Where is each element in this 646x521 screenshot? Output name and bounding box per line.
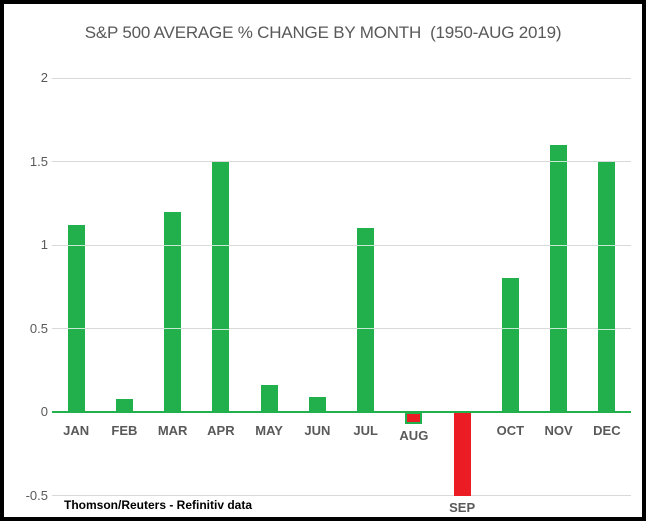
bar-gridline-dash: [357, 328, 375, 330]
y-axis-tick-2: 2: [40, 70, 48, 85]
y-axis-tick--0.5: -0.5: [25, 487, 48, 503]
bar-aug: [405, 412, 423, 424]
bar-may: [260, 385, 278, 412]
bar-gridline-dash: [212, 328, 230, 330]
x-axis-label-mar: MAR: [157, 423, 188, 438]
gridline-1: [52, 244, 631, 246]
bar-jan: [67, 224, 85, 412]
x-axis-label-nov: NOV: [544, 423, 573, 438]
bar-gridline-dash: [550, 161, 568, 163]
bar-oct: [501, 278, 519, 412]
bar-nov: [550, 144, 568, 412]
bar-feb: [115, 398, 133, 412]
bar-sep: [453, 412, 471, 496]
gridline-0.5: [52, 328, 631, 329]
y-axis-tick-1: 1: [40, 237, 48, 252]
y-axis-tick-0.5: 0.5: [29, 320, 48, 336]
bar-gridline-dash: [598, 328, 616, 330]
bar-mar: [164, 211, 182, 412]
y-axis-tick-1.5: 1.5: [29, 153, 48, 169]
x-axis-label-dec: DEC: [593, 423, 621, 438]
bar-gridline-dash: [67, 244, 85, 246]
bar-dec: [598, 161, 616, 412]
bar-gridline-dash: [501, 328, 519, 330]
bar-jul: [357, 228, 375, 412]
bar-apr: [212, 161, 230, 412]
x-axis-label-may: MAY: [255, 423, 283, 438]
chart-title: S&P 500 AVERAGE % CHANGE BY MONTH (1950-…: [84, 23, 562, 42]
gridline-1.5: [52, 161, 631, 162]
y-axis-tick-0: 0: [40, 404, 48, 419]
source-attribution: Thomson/Reuters - Refinitiv data: [64, 498, 253, 512]
x-axis-label-jul: JUL: [353, 423, 378, 438]
x-axis-label-jan: JAN: [63, 423, 90, 438]
bar-gridline-dash: [164, 328, 182, 330]
gridline--0.5: [52, 495, 631, 496]
bar-gridline-dash: [212, 245, 230, 246]
zero-axis-line: [52, 411, 631, 413]
x-axis-label-feb: FEB: [111, 423, 138, 438]
x-axis-label-apr: APR: [207, 423, 235, 438]
x-axis-label-jun: JUN: [304, 423, 331, 438]
bar-gridline-dash: [550, 328, 568, 330]
plot-area: JAN FEB MAR APR MAY JUN JUL AUG SEP OCT NOV DEC: [52, 77, 631, 515]
bar-gridline-dash: [67, 328, 85, 330]
x-axis-label-aug: AUG: [399, 427, 429, 443]
bar-gridline-dash: [357, 244, 375, 246]
x-axis-label-sep: SEP: [449, 499, 476, 515]
bar-gridline-dash: [550, 244, 568, 246]
gridline-2: [52, 77, 631, 79]
bar-jun: [308, 396, 326, 412]
bar-gridline-dash: [598, 245, 616, 246]
x-axis-label-oct: OCT: [496, 423, 525, 438]
bar-gridline-dash: [164, 244, 182, 246]
